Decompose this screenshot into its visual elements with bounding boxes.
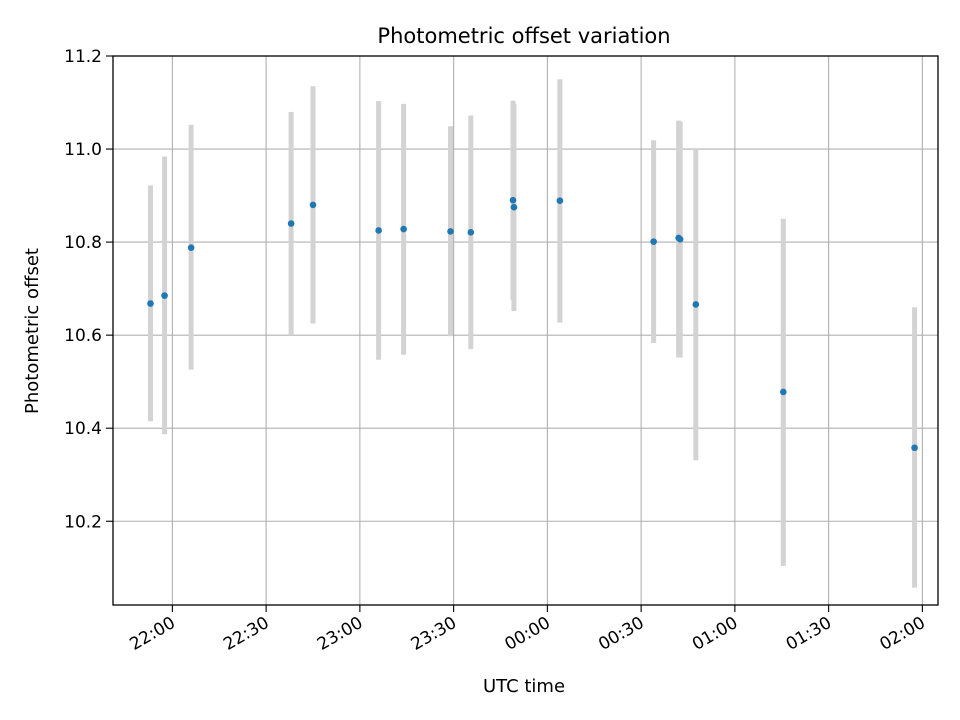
data-point [467,229,475,236]
data-point [287,220,295,227]
y-tick-label: 11.2 [64,47,102,67]
data-point [556,197,564,204]
x-tick-label: 01:30 [783,613,835,655]
data-point [147,300,154,307]
x-axis-label: UTC time [483,676,565,697]
y-tick-label: 10.2 [64,512,102,532]
data-point [509,196,517,204]
x-tick-label: 01:00 [689,613,741,655]
data-points [147,196,918,452]
data-point [187,244,195,251]
y-tick-label: 11.0 [64,140,102,160]
data-point [400,225,407,233]
y-axis-ticks: 10.2 10.4 10.6 10.8 11.0 11.2 [64,47,113,532]
data-point [650,238,657,245]
chart-title: Photometric offset variation [377,24,670,48]
y-tick-label: 10.6 [64,326,102,346]
data-point [510,203,518,211]
data-point [161,292,168,299]
error-bars [148,79,918,588]
data-point [780,388,787,396]
grid-lines [113,55,938,605]
x-tick-label: 00:00 [501,613,553,655]
y-tick-label: 10.8 [64,233,102,253]
x-tick-label: 23:00 [314,613,366,655]
data-point [309,201,317,209]
x-tick-label: 02:00 [876,613,928,655]
y-axis-label: Photometric offset [22,248,43,414]
x-tick-label: 00:30 [595,613,647,655]
y-tick-label: 10.4 [64,419,102,439]
x-tick-label: 22:00 [126,613,178,655]
data-point [692,301,700,308]
data-point [447,228,454,235]
x-axis-ticks: 22:00 22:30 23:00 23:30 00:00 00:30 01:00 01:30… [126,605,929,655]
data-point [911,444,918,452]
x-tick-label: 22:30 [220,613,272,655]
data-point [676,236,684,243]
data-point [375,227,382,234]
plot-frame [112,55,939,606]
x-tick-label: 23:30 [408,613,460,655]
